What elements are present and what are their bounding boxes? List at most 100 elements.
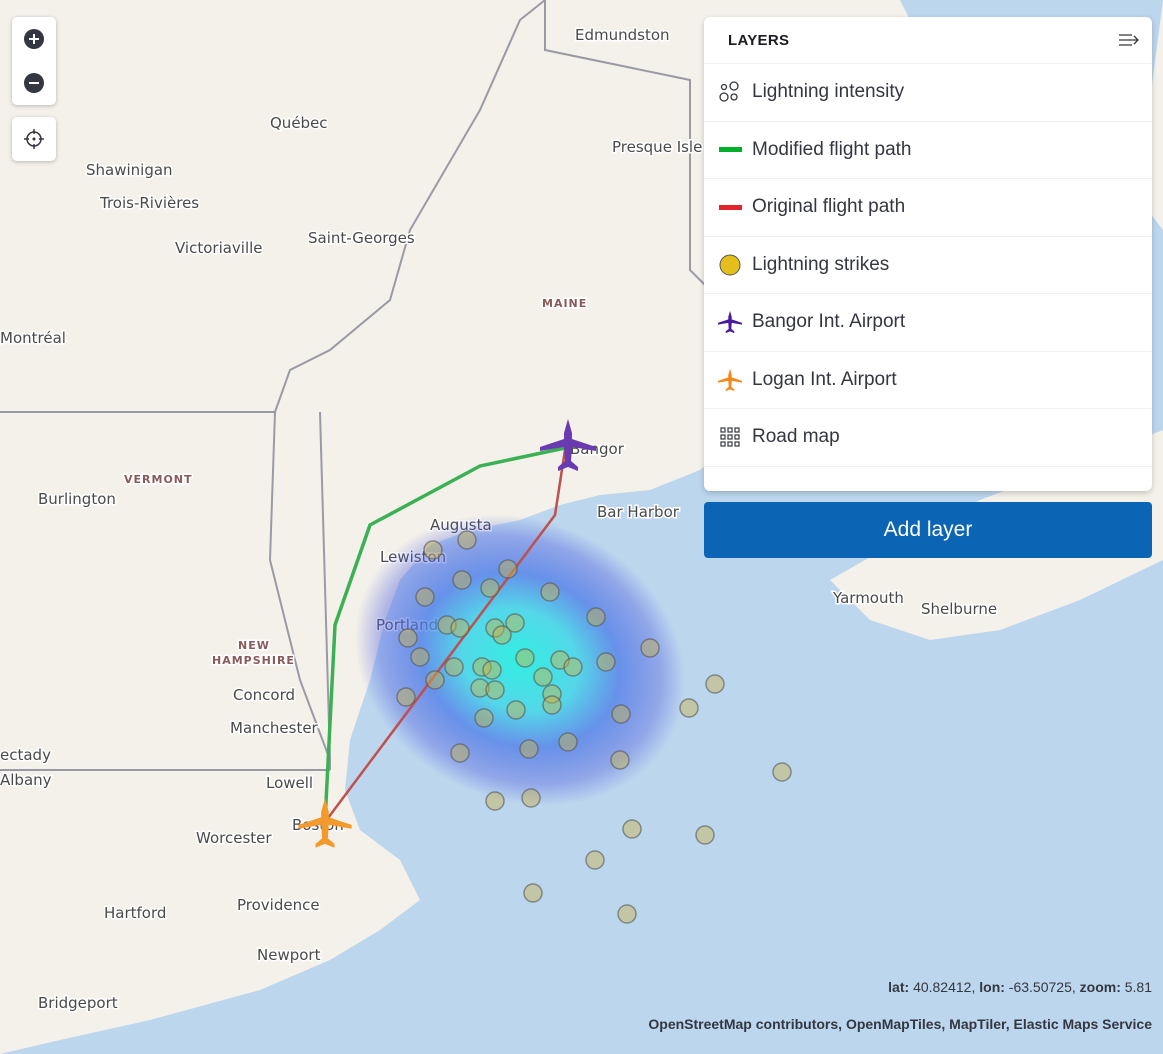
place-label: Newport: [257, 946, 321, 964]
lightning-strike-point[interactable]: [410, 647, 430, 667]
collapse-panel-icon[interactable]: [1118, 32, 1140, 48]
layer-road-map[interactable]: Road map: [704, 409, 1152, 467]
lightning-strike-point[interactable]: [415, 587, 435, 607]
lightning-strike-point[interactable]: [596, 652, 616, 672]
lightning-strike-point[interactable]: [705, 674, 725, 694]
lightning-strike-point[interactable]: [622, 819, 642, 839]
locate-button[interactable]: [12, 117, 56, 161]
bangor-airport-marker[interactable]: [540, 419, 596, 471]
place-label: Trois-Rivières: [99, 194, 199, 212]
grid-icon: [718, 425, 742, 449]
lightning-strike-point[interactable]: [640, 638, 660, 658]
minus-icon: [24, 73, 44, 93]
lightning-intensity-heatmap: [354, 514, 686, 806]
place-label: Shawinigan: [86, 161, 173, 179]
lightning-strike-point[interactable]: [398, 628, 418, 648]
place-label: Albany: [0, 771, 52, 789]
airplane-icon: [718, 310, 742, 334]
zoom-in-button[interactable]: [12, 17, 56, 61]
lightning-strike-point[interactable]: [492, 625, 512, 645]
layer-bangor-airport[interactable]: Bangor Int. Airport: [704, 294, 1152, 352]
lightning-strike-point[interactable]: [485, 618, 505, 638]
lightning-strike-point[interactable]: [425, 670, 445, 690]
zoom-out-button[interactable]: [12, 61, 56, 105]
lon-value: -63.50725: [1008, 979, 1072, 995]
coordinates-readout: lat: 40.82412, lon: -63.50725, zoom: 5.8…: [888, 979, 1152, 995]
line-icon: [718, 195, 742, 219]
logan-airport-marker[interactable]: [298, 798, 352, 848]
place-label: Québec: [270, 114, 328, 132]
lat-value: 40.82412: [913, 979, 972, 995]
original-flight-path: [323, 449, 567, 823]
lightning-strike-point[interactable]: [485, 680, 505, 700]
lightning-strike-point[interactable]: [772, 762, 792, 782]
lightning-strike-point[interactable]: [485, 791, 505, 811]
lightning-strike-point[interactable]: [558, 732, 578, 752]
lightning-strike-point[interactable]: [515, 648, 535, 668]
lightning-strike-point[interactable]: [610, 750, 630, 770]
lightning-strike-point[interactable]: [482, 660, 502, 680]
zoom-label: zoom:: [1079, 979, 1121, 995]
lightning-strike-point[interactable]: [611, 704, 631, 724]
borders: [0, 0, 721, 771]
place-label: Concord: [233, 686, 295, 704]
lightning-strike-point[interactable]: [505, 613, 525, 633]
lightning-strike-point[interactable]: [679, 698, 699, 718]
lightning-strike-point[interactable]: [470, 678, 490, 698]
locate-control: [12, 117, 56, 161]
place-label: Shelburne: [921, 600, 997, 618]
place-label: Bar Harbor: [597, 503, 680, 521]
lightning-strike-point[interactable]: [474, 708, 494, 728]
lightning-strike-point[interactable]: [519, 739, 539, 759]
add-layer-button[interactable]: Add layer: [704, 502, 1152, 558]
lat-label: lat:: [888, 979, 910, 995]
lightning-strike-point[interactable]: [450, 743, 470, 763]
lightning-strike-point[interactable]: [506, 700, 526, 720]
layers-header: LAYERS: [704, 17, 1152, 64]
lightning-strike-point[interactable]: [523, 883, 543, 903]
lightning-strike-point[interactable]: [521, 788, 541, 808]
lightning-strike-point[interactable]: [542, 684, 562, 704]
lightning-strike-point[interactable]: [586, 607, 606, 627]
lightning-strike-point[interactable]: [498, 559, 518, 579]
layer-label: Bangor Int. Airport: [752, 311, 906, 333]
layer-label: Logan Int. Airport: [752, 368, 897, 390]
lightning-strike-point[interactable]: [450, 618, 470, 638]
lightning-strike-point[interactable]: [695, 825, 715, 845]
layer-lightning-intensity[interactable]: Lightning intensity: [704, 64, 1152, 122]
layer-original-flight-path[interactable]: Original flight path: [704, 179, 1152, 237]
layers-panel: LAYERS Lightning intensity Modified flig…: [704, 17, 1152, 491]
layer-label: Lightning intensity: [752, 81, 905, 103]
line-icon: [718, 138, 742, 162]
place-label: Hartford: [104, 904, 166, 922]
lightning-strike-point[interactable]: [617, 904, 637, 924]
place-label: Saint-Georges: [308, 229, 415, 247]
place-label: Victoriaville: [175, 239, 263, 257]
lightning-strike-point[interactable]: [444, 657, 464, 677]
lightning-strike-point[interactable]: [585, 850, 605, 870]
lightning-strike-point[interactable]: [542, 695, 562, 715]
lightning-strike-point[interactable]: [452, 570, 472, 590]
lightning-strike-point[interactable]: [423, 540, 443, 560]
lightning-strike-point[interactable]: [563, 657, 583, 677]
place-label: ectady: [0, 746, 51, 764]
place-label: VERMONT: [124, 473, 193, 486]
lightning-strike-point[interactable]: [540, 582, 560, 602]
layer-label: Lightning strikes: [752, 253, 890, 275]
layer-lightning-strikes[interactable]: Lightning strikes: [704, 237, 1152, 294]
place-label: Montréal: [0, 329, 66, 347]
place-label: NEW: [238, 639, 270, 652]
lightning-strike-point[interactable]: [480, 578, 500, 598]
place-label: HAMPSHIRE: [212, 654, 295, 667]
layers-title: LAYERS: [728, 31, 790, 49]
lightning-strike-point[interactable]: [533, 667, 553, 687]
layer-logan-airport[interactable]: Logan Int. Airport: [704, 352, 1152, 409]
map-attribution[interactable]: OpenStreetMap contributors, OpenMapTiles…: [648, 1016, 1152, 1032]
lightning-strike-point[interactable]: [396, 687, 416, 707]
place-label: Presque Isle: [612, 138, 702, 156]
lightning-strike-point[interactable]: [457, 530, 477, 550]
plus-icon: [24, 29, 44, 49]
layer-modified-flight-path[interactable]: Modified flight path: [704, 122, 1152, 179]
place-label: Lowell: [266, 774, 313, 792]
place-label: Yarmouth: [832, 589, 904, 607]
